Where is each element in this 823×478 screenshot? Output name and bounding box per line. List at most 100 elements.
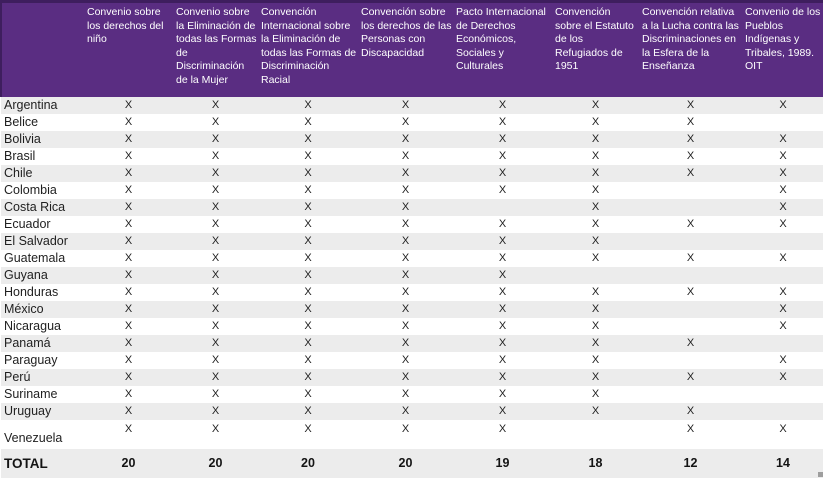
ratification-mark-cell: X — [498, 234, 507, 247]
table-row: Bolivia X X X X X X X X — [1, 130, 823, 148]
ratification-mark-cell: X — [591, 251, 600, 264]
ratification-mark-cell: X — [124, 234, 133, 247]
country-cell: Guatemala — [4, 250, 66, 265]
ratification-mark-cell: X — [124, 336, 133, 349]
total-value: 19 — [453, 448, 552, 478]
ratification-mark-cell — [552, 267, 639, 284]
ratification-mark-cell: X — [211, 302, 220, 315]
ratification-mark-cell: X — [211, 404, 220, 417]
ratification-mark-cell: X — [211, 268, 220, 281]
ratification-mark-cell: X — [211, 132, 220, 145]
ratification-mark-cell: X — [211, 319, 220, 332]
country-cell: Bolivia — [4, 131, 41, 146]
ratification-mark-cell: X — [401, 149, 410, 162]
ratification-mark-cell: X — [124, 217, 133, 230]
ratification-mark-cell: X — [591, 302, 600, 315]
ratification-mark-cell: X — [779, 132, 787, 145]
total-label: TOTAL — [1, 448, 84, 478]
ratification-mark-cell: X — [401, 200, 410, 213]
country-cell: Perú — [4, 369, 31, 384]
ratification-mark-cell: X — [304, 422, 312, 435]
country-cell: Belice — [4, 114, 39, 129]
ratification-mark-cell: X — [304, 98, 312, 111]
table-row: Honduras X X X X X X X X — [1, 283, 823, 301]
country-cell: Argentina — [4, 97, 58, 112]
ratification-mark-cell: X — [686, 149, 695, 162]
total-value: 20 — [173, 448, 258, 478]
ratification-mark-cell: X — [401, 98, 410, 111]
ratification-mark-cell: X — [591, 370, 600, 383]
ratification-mark-cell: X — [304, 217, 312, 230]
ratification-mark-cell: X — [211, 166, 220, 179]
ratification-mark-cell — [639, 301, 742, 318]
table-row: Panamá X X X X X X X — [1, 334, 823, 352]
ratification-mark-cell: X — [401, 234, 410, 247]
column-header-ensenanza: Convención relativa a la Lucha contra la… — [639, 0, 742, 97]
ratification-mark-cell: X — [779, 251, 787, 264]
table-row: Chile X X X X X X X X — [1, 164, 823, 182]
ratification-mark-cell: X — [686, 285, 695, 298]
ratification-mark-cell: X — [779, 183, 787, 196]
ratification-mark-cell: X — [591, 285, 600, 298]
ratification-mark-cell: X — [779, 370, 787, 383]
ratification-mark-cell: X — [304, 115, 312, 128]
table-row: Suriname X X X X X X — [1, 385, 823, 403]
ratification-mark-cell — [639, 199, 742, 216]
ratification-mark-cell: X — [304, 166, 312, 179]
country-cell: Guyana — [4, 267, 48, 282]
ratification-mark-cell: X — [211, 98, 220, 111]
ratification-mark-cell: X — [401, 183, 410, 196]
ratification-mark-cell: X — [591, 166, 600, 179]
ratification-mark-cell: X — [591, 183, 600, 196]
table-row: Uruguay X X X X X X X — [1, 402, 823, 420]
ratification-mark-cell: X — [211, 422, 220, 435]
ratification-mark-cell: X — [124, 166, 133, 179]
table-row: Argentina X X X X X X X X — [1, 96, 823, 114]
ratification-mark-cell: X — [304, 251, 312, 264]
country-cell: Honduras — [4, 284, 59, 299]
ratification-mark-cell: X — [591, 98, 600, 111]
total-value: 14 — [742, 448, 823, 478]
ratification-mark-cell: X — [124, 149, 133, 162]
ratification-mark-cell: X — [124, 422, 133, 435]
ratification-mark-cell: X — [401, 404, 410, 417]
ratification-mark-cell: X — [686, 132, 695, 145]
ratification-mark-cell: X — [591, 404, 600, 417]
ratification-mark-cell: X — [498, 336, 507, 349]
ratification-mark-cell: X — [498, 302, 507, 315]
ratification-mark-cell: X — [211, 387, 220, 400]
table-row: Belice X X X X X X X — [1, 113, 823, 131]
total-value: 12 — [639, 448, 742, 478]
table-body: Argentina X X X X X X X X Belice X X X X… — [1, 96, 823, 449]
ratification-mark-cell — [742, 267, 823, 284]
ratification-mark-cell: X — [498, 115, 507, 128]
ratification-mark-cell — [639, 386, 742, 403]
ratification-mark-cell: X — [591, 353, 600, 366]
table-row: Nicaragua X X X X X X X — [1, 317, 823, 335]
ratification-mark-cell: X — [779, 149, 787, 162]
ratification-mark-cell: X — [498, 98, 507, 111]
country-cell: Panamá — [4, 335, 51, 350]
ratification-mark-cell: X — [124, 302, 133, 315]
ratification-mark-cell: X — [304, 370, 312, 383]
ratification-mark-cell: X — [779, 285, 787, 298]
column-header-discriminacion-racial: Convención Internacional sobre la Elimin… — [258, 0, 358, 97]
country-cell: Brasil — [4, 148, 36, 163]
ratification-mark-cell: X — [304, 285, 312, 298]
ratification-mark-cell: X — [401, 422, 410, 435]
ratification-mark-cell: X — [304, 404, 312, 417]
ratification-mark-cell: X — [304, 319, 312, 332]
total-value: 20 — [358, 448, 453, 478]
corner-cell — [0, 0, 84, 97]
ratification-mark-cell: X — [591, 319, 600, 332]
ratification-mark-cell: X — [211, 251, 220, 264]
ratification-mark-cell: X — [498, 217, 507, 230]
country-cell: El Salvador — [4, 233, 68, 248]
ratification-mark-cell — [742, 386, 823, 403]
ratification-mark-cell: X — [401, 302, 410, 315]
ratification-mark-cell: X — [779, 319, 787, 332]
ratification-mark-cell: X — [498, 183, 507, 196]
ratification-mark-cell — [742, 233, 823, 250]
table-row: Ecuador X X X X X X X X — [1, 215, 823, 233]
